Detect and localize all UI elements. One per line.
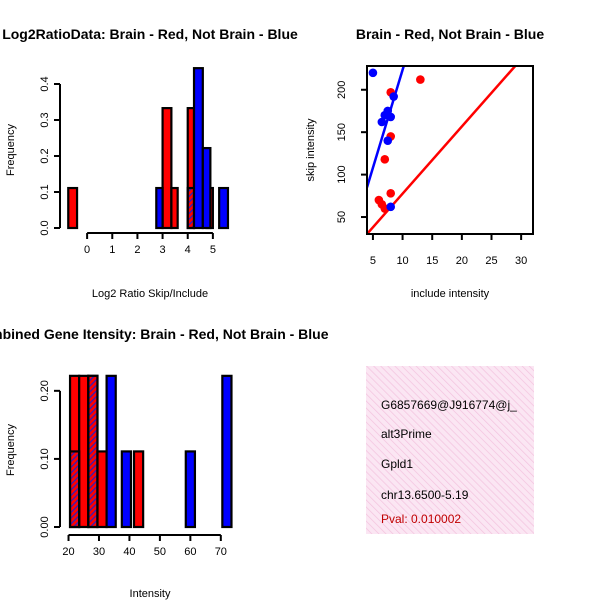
chart1-x-tick-label-4: 4 bbox=[185, 244, 191, 256]
event-id: G6857669@J916774@j_ bbox=[381, 398, 517, 412]
chart1-y-tick-label-2: 0.2 bbox=[39, 148, 51, 163]
chart1-not-brain-bar-3 bbox=[201, 146, 212, 230]
chart3-y-label: Frequency bbox=[5, 424, 17, 476]
chart3-overlap-fill-2 bbox=[89, 375, 97, 526]
chart2-x-tick-label-5: 30 bbox=[515, 255, 527, 267]
chart3-x-tick-label-4: 60 bbox=[184, 546, 196, 558]
chart2-point-brain-7 bbox=[416, 75, 425, 84]
genomic-location: chr13.6500-5.19 bbox=[381, 488, 469, 502]
combined-intensity-histogram: Combined Gene Itensity: Brain - Red, Not… bbox=[0, 326, 329, 600]
chart1-x-tick-label-1: 1 bbox=[109, 244, 115, 256]
chart1-y-tick-label-0: 0.0 bbox=[39, 220, 51, 235]
chart1-brain-bars bbox=[67, 107, 214, 230]
chart3-x-label: Intensity bbox=[130, 588, 171, 600]
p-value: Pval: 0.010002 bbox=[381, 512, 461, 526]
chart3-not-brain-bar-1 bbox=[87, 374, 99, 529]
chart1-brain-bar-1 bbox=[161, 107, 173, 230]
chart2-x-tick-label-2: 15 bbox=[426, 255, 438, 267]
chart1-not-brain-bar-4 bbox=[218, 186, 230, 230]
chart1-not-brain-bar-2 bbox=[192, 67, 204, 230]
chart3-not-brain-bar-2 bbox=[105, 374, 117, 529]
chart1-not-brain-bars bbox=[155, 67, 230, 230]
chart2-x-tick-label-1: 10 bbox=[396, 255, 408, 267]
chart1-x-tick-label-0: 0 bbox=[84, 244, 90, 256]
chart2-y-axis: 50 100 150 200 bbox=[336, 81, 367, 223]
chart1-y-tick-label-1: 0.1 bbox=[39, 184, 51, 199]
chart3-overlap-fill-0 bbox=[71, 451, 79, 526]
chart2-y-label: skip intensity bbox=[305, 118, 317, 181]
chart1-x-tick-label-2: 2 bbox=[134, 244, 140, 256]
chart2-point-brain-3 bbox=[380, 155, 390, 164]
chart2-point-brain-8 bbox=[523, 240, 532, 249]
chart1-brain-bar-2 bbox=[170, 186, 179, 230]
chart2-point-not-brain-4 bbox=[386, 112, 396, 122]
chart2-y-tick-label-1: 100 bbox=[336, 165, 348, 183]
chart2-x-tick-label-4: 25 bbox=[485, 255, 497, 267]
chart3-brain-bar-3 bbox=[96, 450, 108, 529]
chart3-x-tick-label-2: 40 bbox=[123, 546, 135, 558]
event-type: alt3Prime bbox=[381, 427, 432, 441]
chart3-y-tick-label-1: 0.10 bbox=[39, 448, 51, 469]
log2-ratio-histogram: Log2RatioData: Brain - Red, Not Brain - … bbox=[2, 26, 298, 300]
chart1-y-label: Frequency bbox=[5, 124, 17, 176]
intensity-scatter: Brain - Red, Not Brain - Blue 5 10 15 20 25 3… bbox=[305, 26, 544, 300]
chart1-x-axis: 0 1 2 3 4 5 bbox=[84, 232, 216, 256]
chart2-x-tick-label-0: 5 bbox=[370, 255, 376, 267]
chart3-y-tick-label-0: 0.00 bbox=[39, 516, 51, 537]
chart3-not-brain-bar-5 bbox=[221, 374, 233, 529]
chart3-not-brain-bar-4 bbox=[184, 450, 197, 529]
chart3-x-tick-label-3: 50 bbox=[154, 546, 166, 558]
chart3-not-brain-bar-3 bbox=[120, 450, 133, 529]
chart3-not-brain-bars bbox=[68, 374, 233, 529]
info-panel-background bbox=[366, 366, 534, 534]
event-info-panel: G6857669@J916774@j_ alt3Prime Gpld1 chr1… bbox=[366, 366, 534, 534]
chart2-x-tick-label-3: 20 bbox=[456, 255, 468, 267]
chart2-point-brain-6 bbox=[386, 188, 396, 198]
chart3-x-tick-label-1: 30 bbox=[93, 546, 105, 558]
chart2-point-not-brain-0 bbox=[368, 68, 378, 78]
chart1-overlap-fill-3 bbox=[188, 188, 193, 227]
chart3-brain-bar-1 bbox=[78, 374, 90, 529]
chart1-not-brain-bar-0 bbox=[155, 186, 164, 230]
chart1-x-label: Log2 Ratio Skip/Include bbox=[92, 288, 208, 300]
chart1-y-tick-label-4: 0.4 bbox=[39, 76, 51, 91]
chart1-y-axis: 0.0 0.1 0.2 0.3 0.4 bbox=[39, 76, 61, 236]
chart1-title: Log2RatioData: Brain - Red, Not Brain - … bbox=[2, 26, 298, 42]
chart3-x-tick-label-5: 70 bbox=[215, 546, 227, 558]
chart2-point-not-brain-5 bbox=[389, 92, 398, 101]
chart3-y-tick-label-2: 0.20 bbox=[39, 380, 51, 401]
chart2-plot-box bbox=[366, 65, 534, 235]
chart2-y-tick-label-2: 150 bbox=[336, 123, 348, 141]
gene-name: Gpld1 bbox=[381, 457, 413, 471]
chart2-y-tick-label-3: 200 bbox=[336, 81, 348, 99]
chart2-points bbox=[368, 68, 532, 249]
chart2-x-label: include intensity bbox=[411, 288, 490, 300]
chart2-y-tick-label-0: 50 bbox=[336, 211, 348, 223]
chart3-not-brain-bar-0 bbox=[68, 450, 81, 529]
chart3-x-axis: 20 30 40 50 60 70 bbox=[62, 534, 227, 558]
chart2-title: Brain - Red, Not Brain - Blue bbox=[356, 26, 544, 42]
chart2-x-axis: 5 10 15 20 25 30 bbox=[370, 234, 527, 267]
chart1-x-tick-label-5: 5 bbox=[210, 244, 216, 256]
chart2-point-not-brain-1 bbox=[377, 117, 387, 127]
chart2-fit-line-not-brain bbox=[367, 66, 405, 188]
chart3-title: Combined Gene Itensity: Brain - Red, Not… bbox=[0, 326, 329, 342]
chart3-x-tick-label-0: 20 bbox=[62, 546, 74, 558]
chart3-brain-bar-4 bbox=[132, 450, 145, 529]
chart3-y-axis: 0.00 0.10 0.20 bbox=[39, 380, 61, 538]
chart2-point-not-brain-6 bbox=[383, 136, 393, 145]
chart2-point-not-brain-7 bbox=[386, 202, 396, 212]
chart1-x-tick-label-3: 3 bbox=[160, 244, 166, 256]
chart1-brain-bar-0 bbox=[67, 186, 79, 230]
chart1-y-tick-label-3: 0.3 bbox=[39, 112, 51, 127]
